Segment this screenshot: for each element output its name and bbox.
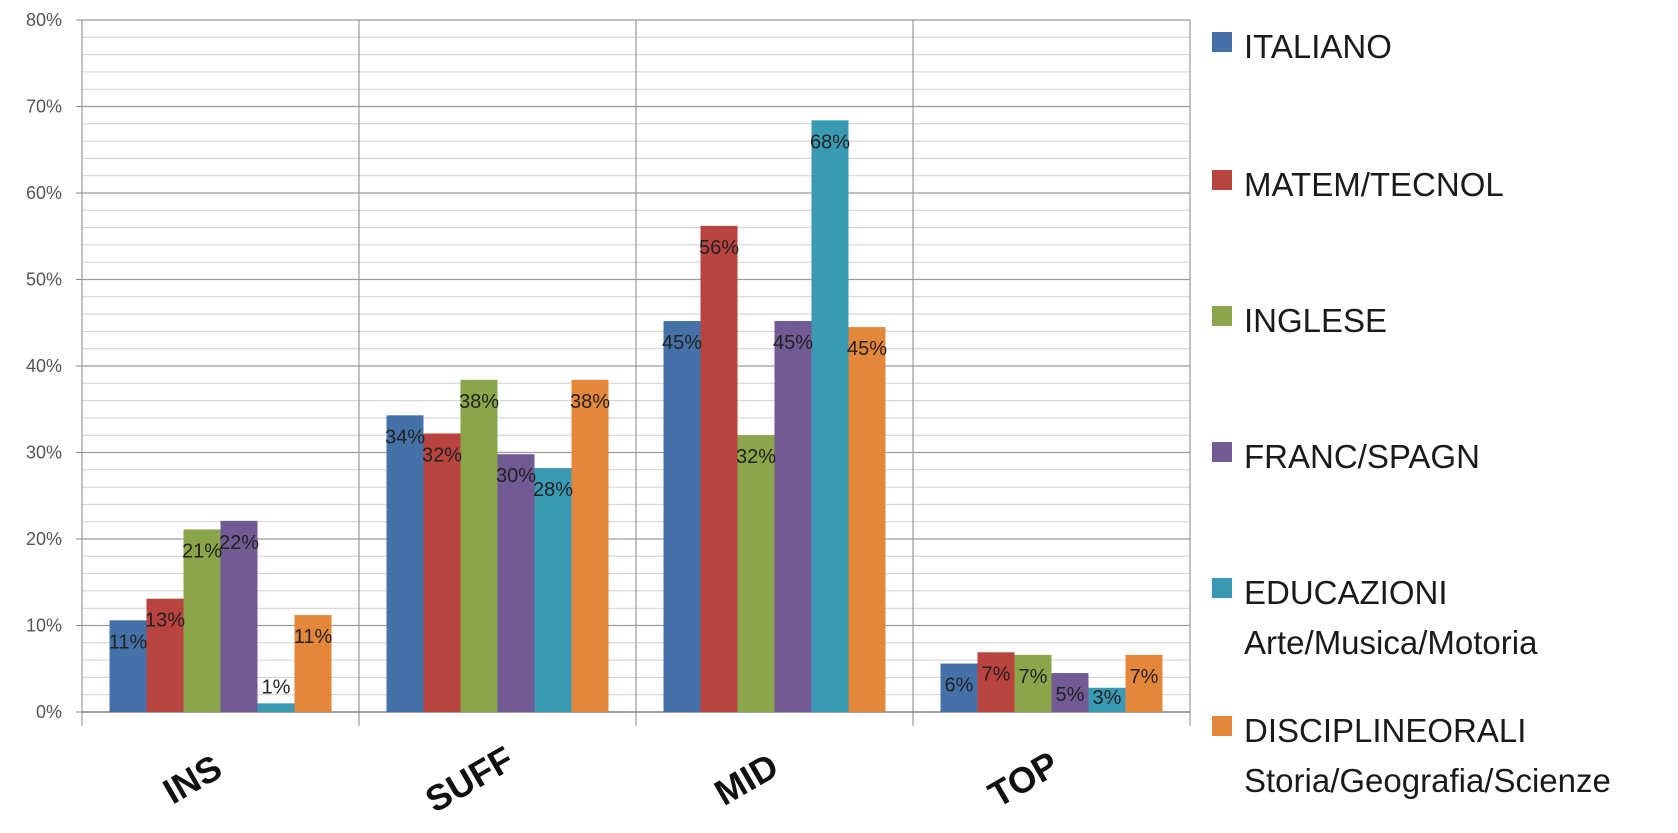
data-label: 45% [662, 332, 702, 354]
bar [423, 433, 461, 712]
legend-label: EDUCAZIONI Arte/Musica/Motoria [1244, 568, 1537, 668]
bar [534, 468, 572, 712]
bar [663, 321, 701, 712]
y-tick-label: 50% [26, 270, 62, 290]
y-tick-label: 20% [26, 529, 62, 549]
legend-label-line1: ITALIANO [1244, 28, 1392, 65]
legend-swatch [1212, 32, 1232, 52]
bar [146, 598, 184, 712]
bar [460, 379, 498, 712]
data-label: 32% [422, 444, 462, 466]
legend-swatch [1212, 170, 1232, 190]
legend-label-line1: MATEM/TECNOL [1244, 166, 1504, 203]
x-axis-categories: INS SUFF MID TOP [156, 738, 1065, 821]
data-label: 3% [1093, 687, 1122, 709]
bar [183, 529, 221, 712]
x-category-label: SUFF [418, 738, 520, 821]
data-label: 5% [1056, 684, 1085, 706]
data-label: 56% [699, 237, 739, 259]
bar [940, 663, 978, 712]
bar [294, 615, 332, 712]
data-label: 11% [109, 631, 148, 653]
y-tick-label: 30% [26, 443, 62, 463]
legend-swatch [1212, 306, 1232, 326]
y-tick-label: 70% [26, 97, 62, 117]
data-label: 30% [496, 465, 536, 487]
legend-label-line1: FRANC/SPAGN [1244, 438, 1480, 475]
legend-label-line2: Storia/Geografia/Scienze [1244, 762, 1611, 799]
bar [109, 620, 147, 712]
bar [1051, 673, 1089, 712]
bar [700, 225, 738, 712]
data-label: 45% [847, 338, 887, 360]
bar [386, 415, 424, 712]
legend-swatch [1212, 442, 1232, 462]
data-labels: 11%13%21%22%1%11%34%32%38%30%28%38%45%56… [109, 131, 1159, 709]
legend-label-line2: Arte/Musica/Motoria [1244, 624, 1538, 661]
data-label: 11% [294, 626, 333, 648]
data-label: 45% [773, 332, 813, 354]
bar [220, 520, 258, 712]
y-axis-ticks: 0% 10% 20% 30% 40% 50% 60% 70% 80% [26, 10, 82, 722]
data-label: 22% [219, 532, 259, 554]
y-tick-label: 10% [26, 616, 62, 636]
bar [257, 703, 295, 712]
bar [848, 327, 886, 712]
bar [1088, 687, 1126, 712]
data-label: 7% [1019, 666, 1048, 688]
y-tick-label: 40% [26, 356, 62, 376]
data-label: 1% [262, 676, 291, 698]
data-label: 34% [385, 426, 425, 448]
data-label: 28% [533, 479, 573, 501]
data-label: 7% [1130, 666, 1159, 688]
y-tick-label: 80% [26, 10, 62, 30]
x-category-label: INS [156, 746, 228, 812]
data-label: 6% [945, 675, 974, 697]
legend-label: INGLESE [1244, 296, 1387, 346]
bar [1014, 654, 1052, 712]
bar [497, 454, 535, 712]
bar [774, 321, 812, 712]
data-label: 38% [570, 391, 610, 413]
bar [977, 652, 1015, 712]
x-category-label: MID [707, 745, 785, 814]
legend-label: FRANC/SPAGN [1244, 432, 1480, 482]
y-tick-label: 0% [36, 702, 62, 722]
data-label: 21% [182, 540, 222, 562]
legend: ITALIANO MATEM/TECNOL INGLESE FRANC/SPAGN ED… [1212, 0, 1672, 833]
bar [1125, 654, 1163, 712]
legend-label-line1: INGLESE [1244, 302, 1388, 339]
data-label: 38% [459, 391, 499, 413]
data-label: 7% [982, 663, 1011, 685]
legend-label: ITALIANO [1244, 22, 1392, 72]
bar [571, 379, 609, 712]
x-category-label: TOP [981, 743, 1065, 815]
legend-label: DISCIPLINEORALI Storia/Geografia/Scienze [1244, 706, 1611, 806]
y-tick-label: 60% [26, 183, 62, 203]
bar [811, 120, 849, 713]
bar [737, 435, 775, 712]
legend-swatch [1212, 578, 1232, 598]
legend-label-line1: DISCIPLINEORALI [1244, 712, 1527, 749]
data-label: 32% [736, 446, 776, 468]
legend-label-line1: EDUCAZIONI [1244, 574, 1448, 611]
gridlines [81, 19, 1191, 726]
legend-label: MATEM/TECNOL [1244, 160, 1504, 210]
bars [109, 120, 1163, 713]
data-label: 68% [810, 131, 850, 153]
data-label: 13% [145, 610, 185, 632]
legend-swatch [1212, 716, 1232, 736]
